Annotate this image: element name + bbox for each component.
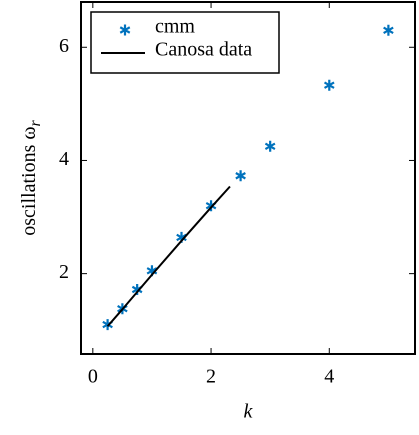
legend-label: Canosa data bbox=[155, 39, 252, 61]
line bbox=[106, 185, 231, 327]
y-tick-label: 4 bbox=[59, 148, 69, 170]
y-axis-label-subscript: r bbox=[27, 119, 44, 126]
legend-box bbox=[90, 11, 280, 74]
legend-label: cmm bbox=[155, 16, 195, 38]
x-tick-label: 2 bbox=[206, 366, 216, 388]
x-axis-label: k bbox=[244, 401, 254, 423]
y-tick-label: 2 bbox=[59, 261, 69, 283]
point bbox=[102, 319, 113, 331]
y-tick-label: 6 bbox=[59, 35, 69, 57]
point bbox=[383, 24, 394, 36]
point bbox=[205, 200, 217, 212]
y-axis-label-main: oscillations ω bbox=[18, 126, 40, 235]
plot-frame bbox=[80, 1, 416, 355]
legend-marker bbox=[119, 24, 131, 36]
point bbox=[264, 140, 276, 152]
x-tick-label: 4 bbox=[324, 366, 334, 388]
y-axis-label: oscillations ωr bbox=[18, 119, 44, 235]
point bbox=[235, 170, 246, 182]
point bbox=[323, 79, 335, 91]
x-tick-label: 0 bbox=[88, 366, 98, 388]
